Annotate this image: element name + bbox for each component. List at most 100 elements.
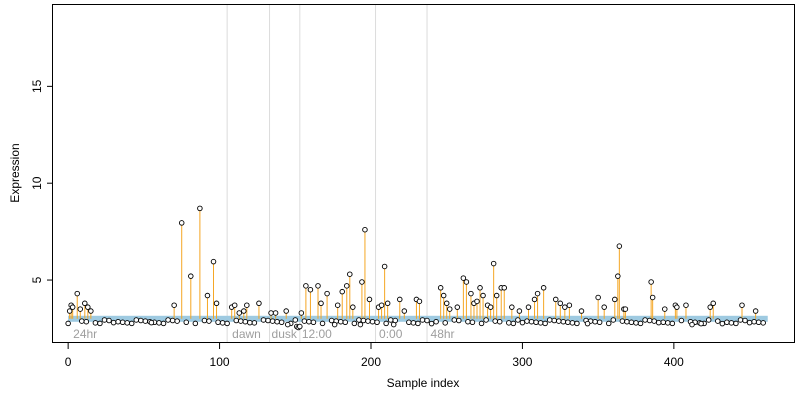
data-point (546, 317, 553, 323)
data-point (592, 318, 598, 325)
data-point (446, 306, 453, 312)
data-point (566, 302, 573, 308)
data-point (755, 319, 762, 326)
data-point (478, 320, 485, 327)
data-point (238, 318, 244, 324)
data-point (397, 296, 403, 303)
data-point (443, 300, 450, 307)
data-point (648, 279, 654, 285)
data-point (574, 320, 580, 327)
data-point (733, 320, 739, 327)
data-point (79, 318, 85, 324)
data-point (646, 317, 653, 324)
data-point (540, 285, 547, 291)
data-point (637, 320, 644, 327)
data-point (698, 320, 704, 327)
period-label: dawn (232, 327, 261, 341)
data-point (490, 260, 497, 267)
data-point (306, 318, 312, 325)
data-point (724, 319, 730, 326)
data-point (468, 290, 474, 297)
data-point (584, 320, 591, 327)
data-point (301, 318, 308, 324)
data-point (115, 318, 121, 325)
data-point (683, 302, 689, 308)
data-point (524, 318, 530, 324)
data-point (689, 321, 695, 328)
data-point (265, 317, 271, 324)
data-point (268, 310, 274, 316)
y-tick-label: 10 (30, 176, 44, 190)
data-point (424, 317, 430, 324)
data-point (297, 323, 303, 330)
data-point (595, 294, 601, 301)
data-point (328, 317, 335, 324)
data-point (201, 317, 208, 324)
data-point (493, 292, 500, 299)
data-point (678, 317, 685, 324)
data-point (242, 318, 249, 325)
data-point (440, 292, 447, 299)
data-point (188, 273, 194, 279)
data-point (660, 319, 667, 326)
data-point (406, 319, 412, 326)
x-tick-label: 0 (65, 355, 72, 369)
data-point (342, 319, 349, 326)
data-point (83, 318, 90, 325)
data-point (616, 243, 623, 249)
data-point (655, 319, 662, 326)
data-point (728, 320, 735, 326)
data-point (383, 320, 389, 327)
data-point (156, 320, 162, 326)
x-axis: 0 100 200 300 400 (65, 343, 684, 369)
data-point (469, 319, 476, 326)
data-point (374, 319, 380, 326)
data-point (531, 296, 538, 303)
data-point (533, 319, 539, 326)
data-point (360, 317, 367, 324)
data-point (719, 320, 726, 327)
data-point (369, 318, 376, 325)
data-point (387, 317, 394, 323)
data-point (307, 286, 314, 293)
data-point (551, 317, 557, 324)
data-point (101, 317, 108, 323)
x-tick-label: 400 (664, 355, 684, 369)
data-point (110, 319, 117, 326)
data-point (419, 317, 426, 323)
data-point (624, 318, 630, 325)
data-point (562, 304, 568, 310)
data-point (256, 300, 262, 307)
data-point (169, 317, 176, 324)
data-point (233, 317, 239, 324)
data-point (310, 319, 317, 326)
data-point (437, 285, 444, 291)
data-point (318, 300, 324, 307)
data-point (97, 320, 103, 327)
period-label: 12:00 (302, 327, 332, 341)
data-point (433, 318, 439, 325)
baseline-band-rect (68, 315, 768, 322)
period-dividers (226, 5, 428, 343)
data-point (665, 320, 671, 326)
data-point (474, 298, 480, 305)
data-point (74, 290, 80, 297)
data-point (509, 304, 515, 310)
data-point (483, 317, 489, 323)
data-point (751, 318, 757, 325)
data-point (378, 302, 385, 308)
data-point (416, 298, 423, 305)
data-point (77, 306, 84, 312)
data-point (739, 302, 745, 308)
x-axis-label: Sample index (387, 376, 460, 390)
data-point (92, 320, 99, 326)
data-point (560, 318, 567, 325)
data-point (178, 220, 185, 226)
data-point (662, 306, 668, 312)
x-tick-label: 300 (512, 355, 532, 369)
data-point (410, 320, 417, 326)
data-point (337, 318, 344, 325)
data-point (401, 308, 408, 314)
data-point (142, 318, 149, 324)
